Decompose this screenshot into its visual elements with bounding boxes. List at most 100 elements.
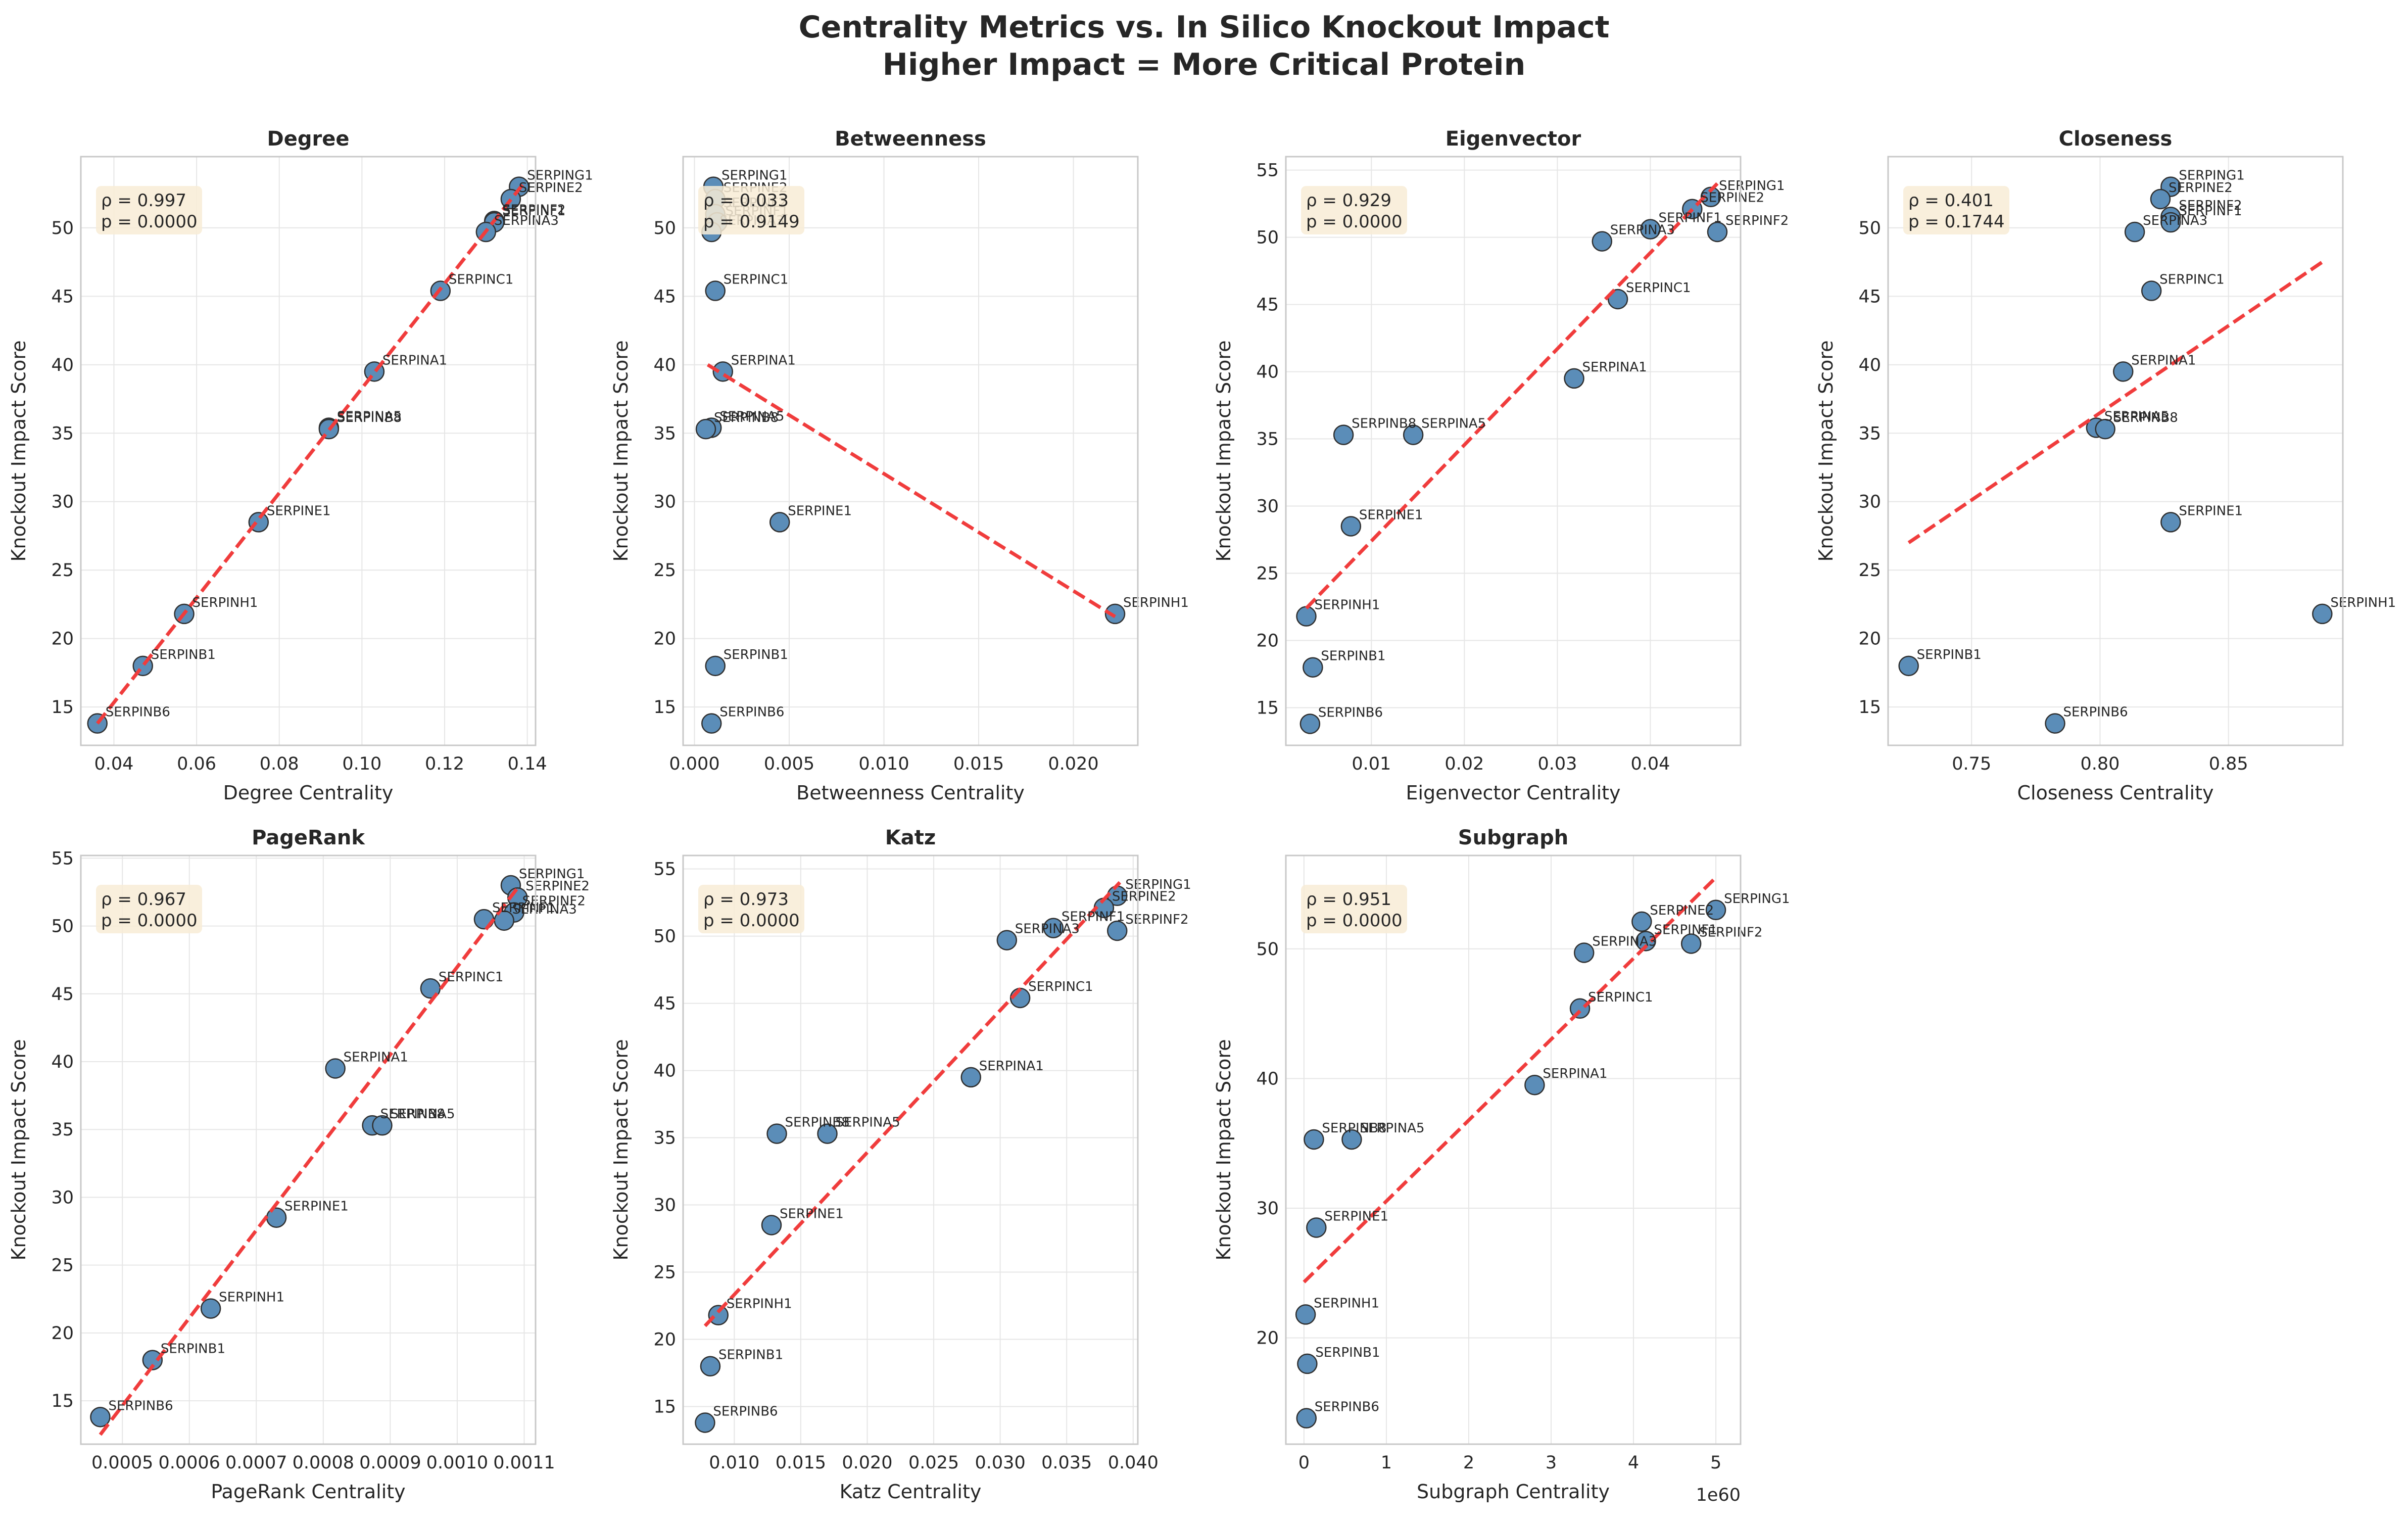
y-tick-label: 15	[51, 697, 74, 718]
x-tick-label: 0.035	[1041, 1453, 1092, 1473]
panel-eigenvector: 0.01 0.02 0.03 0.04 15 20 25 30 35 40 45 50 55 SERPIN…	[1213, 127, 1789, 804]
y-tick-label: 40	[653, 355, 676, 375]
data-point	[325, 1058, 346, 1079]
data-point	[708, 1305, 729, 1325]
point-label: SERPINE2	[2169, 180, 2233, 196]
stats-rho: ρ = 0.951	[1306, 889, 1391, 910]
plot-frame	[1887, 156, 2344, 746]
data-point	[1707, 221, 1728, 243]
y-tick-label: 20	[653, 1330, 676, 1350]
x-tick-label: 0.0010	[426, 1453, 488, 1473]
data-point	[1333, 424, 1354, 445]
data-point	[1295, 1304, 1316, 1325]
point-label: SERPINA5	[2104, 409, 2169, 424]
point-label: SERPINA3	[512, 902, 577, 917]
point-label: SERPINC1	[2159, 272, 2225, 288]
data-point	[1403, 424, 1424, 445]
y-tick-label: 20	[1256, 1328, 1279, 1349]
plot-area	[683, 855, 1138, 1444]
point-label: SERPINH1	[727, 1297, 792, 1312]
point-label: SERPINA5	[1360, 1121, 1424, 1136]
point-label: SERPINE1	[2179, 503, 2243, 518]
point-label: SERPINB1	[724, 647, 788, 662]
y-tick-label: 40	[1256, 362, 1279, 383]
stats-box	[1301, 186, 1407, 234]
data-point	[1306, 1217, 1327, 1238]
point-label: SERPINB6	[108, 1398, 173, 1413]
point-label: SERPINB6	[1318, 705, 1383, 720]
y-tick-label: 15	[653, 1397, 676, 1417]
panel-closeness: 0.75 0.80 0.851520253035404550SERPING1SERP…	[1815, 127, 2396, 804]
y-axis-label: Knockout Impact Score	[1815, 340, 1837, 561]
point-label: SERPINA5	[836, 1115, 900, 1130]
stats-p-value: p = 0.0000	[1306, 212, 1403, 232]
data-point	[1043, 918, 1064, 938]
data-point	[1340, 516, 1362, 537]
plot-frame	[1285, 156, 1742, 746]
x-tick-label: 0.025	[908, 1453, 959, 1473]
x-axis-label: Closeness Centrality	[2017, 782, 2214, 804]
y-tick-label: 30	[1256, 1199, 1279, 1219]
point-label: SERPINH1	[2330, 595, 2396, 610]
data-point	[1640, 219, 1661, 240]
data-point	[695, 1412, 715, 1433]
y-tick-label: 45	[653, 994, 676, 1014]
stats-box	[698, 885, 804, 933]
panel-subgraph: 0 1 2 3 4 520304050SERPING1SERPINE2SERPINF1SE…	[1213, 826, 1790, 1505]
data-point	[960, 1067, 981, 1088]
point-label: SERPING1	[1724, 891, 1790, 907]
stats-rho: ρ = 0.401	[1908, 191, 1994, 211]
point-label: SERPING1	[527, 168, 593, 183]
x-tick-label: 0.10	[342, 754, 381, 774]
y-tick-label: 20	[1256, 631, 1279, 651]
point-label: SERPINH1	[1123, 595, 1189, 610]
point-label: SERPINA1	[382, 353, 447, 368]
point-label: SERPINA3	[1015, 922, 1080, 937]
point-label: SERPINE1	[1324, 1209, 1388, 1224]
data-point	[766, 1123, 787, 1144]
x-tick-label: 5	[1710, 1453, 1721, 1473]
data-point	[1573, 942, 1595, 963]
point-label: SERPINA5	[337, 409, 402, 424]
point-label: SERPINF2	[1725, 213, 1789, 228]
x-tick-label: 1	[1381, 1453, 1392, 1473]
point-label: SERPINC1	[724, 272, 789, 288]
point-label: SERPINB1	[1917, 647, 1982, 662]
point-label: SERPINA5	[390, 1107, 455, 1122]
stats-box	[96, 885, 202, 933]
y-tick-label: 35	[1256, 430, 1279, 450]
point-label: SERPINB8	[380, 1107, 445, 1122]
y-tick-label: 50	[1256, 228, 1279, 248]
x-tick-label: 3	[1546, 1453, 1557, 1473]
point-label: SERPINA1	[1582, 360, 1647, 375]
x-axis-label: Katz Centrality	[840, 1481, 982, 1503]
panel-katz: 0.010 0.015 0.020 0.025 0.030 0.035 0.040 15 20 2…	[610, 826, 1191, 1503]
x-tick-label: 0.000	[669, 754, 719, 774]
y-tick-label: 50	[1256, 939, 1279, 960]
x-tick-label: 4	[1628, 1453, 1639, 1473]
data-point	[1680, 933, 1702, 954]
y-tick-label: 30	[51, 492, 74, 512]
y-tick-label: 20	[51, 1323, 74, 1344]
y-axis-label: Knockout Impact Score	[610, 1039, 632, 1260]
stats-p-value: p = 0.0000	[1306, 911, 1403, 931]
y-tick-label: 20	[1858, 629, 1881, 649]
x-tick-label: 0.06	[177, 754, 216, 774]
x-tick-label: 0.75	[1952, 754, 1991, 774]
point-label: SERPINA1	[2131, 353, 2196, 368]
data-point	[200, 1298, 221, 1319]
point-label: SERPINA1	[979, 1059, 1044, 1074]
y-tick-label: 50	[653, 927, 676, 947]
stats-box	[1301, 885, 1407, 933]
panel-title: Eigenvector	[1446, 127, 1581, 151]
stats-p-value: p = 0.1744	[1908, 212, 2005, 232]
y-tick-label: 20	[51, 629, 74, 649]
data-point	[2312, 603, 2333, 625]
point-label: SERPINA1	[344, 1050, 408, 1065]
y-tick-label: 15	[1858, 697, 1881, 718]
data-point	[700, 1356, 721, 1376]
y-tick-label: 35	[653, 423, 676, 444]
point-label: SERPINE1	[788, 503, 852, 518]
data-point	[1607, 289, 1628, 310]
data-point	[705, 280, 726, 301]
